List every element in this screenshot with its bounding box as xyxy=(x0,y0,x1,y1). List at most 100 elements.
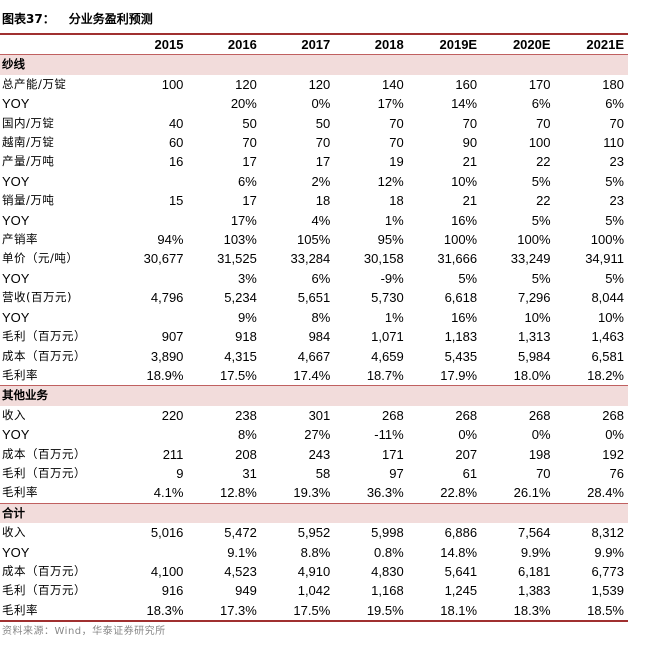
table-cell: 31 xyxy=(242,465,257,481)
table-cell: 70 xyxy=(389,135,404,151)
table-cell: 4,315 xyxy=(224,348,257,364)
table-cell: 6,618 xyxy=(444,290,478,306)
table-cell: 238 xyxy=(235,407,257,423)
table-cell: 4,667 xyxy=(297,348,331,364)
table-cell: 17.5% xyxy=(260,600,335,623)
table-cell: 6% xyxy=(238,173,257,189)
table-cell: 17 xyxy=(315,154,331,170)
table-row: YOY 8% 27% -11% 0% 0% 0% xyxy=(0,425,628,444)
table-cell: 33,284 xyxy=(290,251,331,267)
table-cell: 5% xyxy=(531,270,551,286)
table-cell: 1,463 xyxy=(591,329,624,345)
table-row: YOY 6% 2% 12% 10% 5% 5% xyxy=(0,172,628,191)
row-label: 单价（元/吨） xyxy=(2,251,79,266)
row-label: YOY xyxy=(2,544,30,560)
table-cell: 907 xyxy=(161,329,184,345)
table-cell: 100 xyxy=(528,135,551,151)
table-cell: 21 xyxy=(462,154,478,170)
table-cell: 3,890 xyxy=(150,348,184,364)
table-cell: 31,525 xyxy=(217,251,257,267)
table-row: YOY 3% 6% -9% 5% 5% 5% xyxy=(0,269,628,288)
table-cell: 9 xyxy=(176,465,184,481)
table-cell: 268 xyxy=(528,407,551,423)
table-cell: -11% xyxy=(374,427,404,443)
table-cell: 16 xyxy=(168,154,184,170)
header-row: 2015 2016 2017 2018 2019E 2020E 2021E xyxy=(0,33,628,56)
table-cell: 1% xyxy=(384,212,404,228)
row-label: YOY xyxy=(2,212,30,228)
table-cell: 70 xyxy=(609,115,624,131)
table-cell: 301 xyxy=(308,407,331,423)
table-cell: 22 xyxy=(536,193,551,209)
table-cell: 90 xyxy=(462,135,478,151)
table-cell: 1,245 xyxy=(444,583,478,599)
table-cell: 19.3% xyxy=(260,483,335,504)
table-cell: 18.5% xyxy=(554,600,628,623)
table-row: 收入 5,016 5,472 5,952 5,998 6,886 7,564 8,312 xyxy=(0,523,628,542)
table-cell: 5% xyxy=(458,270,478,286)
table-cell: 120 xyxy=(235,76,257,92)
table-cell: 160 xyxy=(455,76,478,92)
section-header-row: 纱线 xyxy=(0,54,628,75)
table-row: 产销率 94% 103% 105% 95% 100% 100% 100% xyxy=(0,230,628,249)
row-label: 营收(百万元) xyxy=(2,290,72,305)
forecast-table: 2015 2016 2017 2018 2019E 2020E 2021E 纱线… xyxy=(0,33,628,623)
table-cell: 268 xyxy=(455,407,478,423)
table-cell: 60 xyxy=(168,135,184,151)
row-label: 收入 xyxy=(2,407,26,422)
header-year: 2016 xyxy=(187,33,261,56)
table-cell: 4% xyxy=(311,212,331,228)
table-cell: 9.9% xyxy=(594,544,624,560)
table-row: 成本（百万元） 211 208 243 171 207 198 192 xyxy=(0,445,628,464)
table-row: YOY 9% 8% 1% 16% 10% 10% xyxy=(0,308,628,327)
table-cell xyxy=(114,425,187,444)
table-cell: 70 xyxy=(242,135,257,151)
table-cell: 140 xyxy=(381,76,404,92)
section-title: 其他业务 xyxy=(0,385,628,406)
table-cell: 5,234 xyxy=(224,290,257,306)
table-cell: 50 xyxy=(242,115,257,131)
section-header-row: 合计 xyxy=(0,502,628,524)
table-cell: 4,523 xyxy=(224,563,257,579)
table-row: 国内/万锭 40 50 50 70 70 70 70 xyxy=(0,114,628,133)
table-row: 毛利（百万元） 916 949 1,042 1,168 1,245 1,383 1,539 xyxy=(0,581,628,600)
table-cell: 5,730 xyxy=(371,290,404,306)
table-cell: 12.8% xyxy=(187,483,261,504)
table-cell: 19 xyxy=(389,154,404,170)
table-cell xyxy=(114,172,187,191)
table-cell: 6,581 xyxy=(591,348,624,364)
table-cell: 94% xyxy=(157,232,184,248)
table-cell: 61 xyxy=(462,465,478,481)
table-cell: 100% xyxy=(443,232,478,248)
table-cell: 5% xyxy=(605,270,624,286)
table-cell: 16% xyxy=(451,212,478,228)
table-cell: 171 xyxy=(381,446,404,462)
table-cell: 17 xyxy=(242,154,257,170)
table-cell: 18.0% xyxy=(481,365,555,387)
table-cell: 10% xyxy=(451,173,478,189)
table-cell: 95% xyxy=(377,232,404,248)
row-label: 毛利率 xyxy=(0,365,114,387)
table-cell: 18.7% xyxy=(334,365,408,387)
row-label: 收入 xyxy=(2,525,26,540)
table-cell: 5,651 xyxy=(297,290,331,306)
table-cell: 28.4% xyxy=(554,483,628,504)
table-row: YOY 17% 4% 1% 16% 5% 5% xyxy=(0,211,628,230)
table-cell: 5% xyxy=(605,173,624,189)
table-cell: 6,773 xyxy=(591,563,624,579)
table-cell: 4,830 xyxy=(371,563,404,579)
table-cell: 8% xyxy=(311,309,331,325)
table-cell: 198 xyxy=(528,446,551,462)
row-label: 毛利率 xyxy=(0,483,114,504)
table-header: 2015 2016 2017 2018 2019E 2020E 2021E xyxy=(0,33,628,56)
table-cell: 76 xyxy=(609,465,624,481)
table-cell: 17.4% xyxy=(260,365,335,387)
table-cell: 17% xyxy=(377,96,404,112)
table-cell: 8% xyxy=(238,427,257,443)
table-row: 越南/万锭 60 70 70 70 90 100 110 xyxy=(0,133,628,152)
table-cell: 18.9% xyxy=(114,365,188,387)
table-cell: 4,659 xyxy=(371,348,404,364)
table-cell: 17% xyxy=(230,212,257,228)
row-label: 成本（百万元） xyxy=(2,563,86,578)
table-cell: 19.5% xyxy=(334,600,408,623)
